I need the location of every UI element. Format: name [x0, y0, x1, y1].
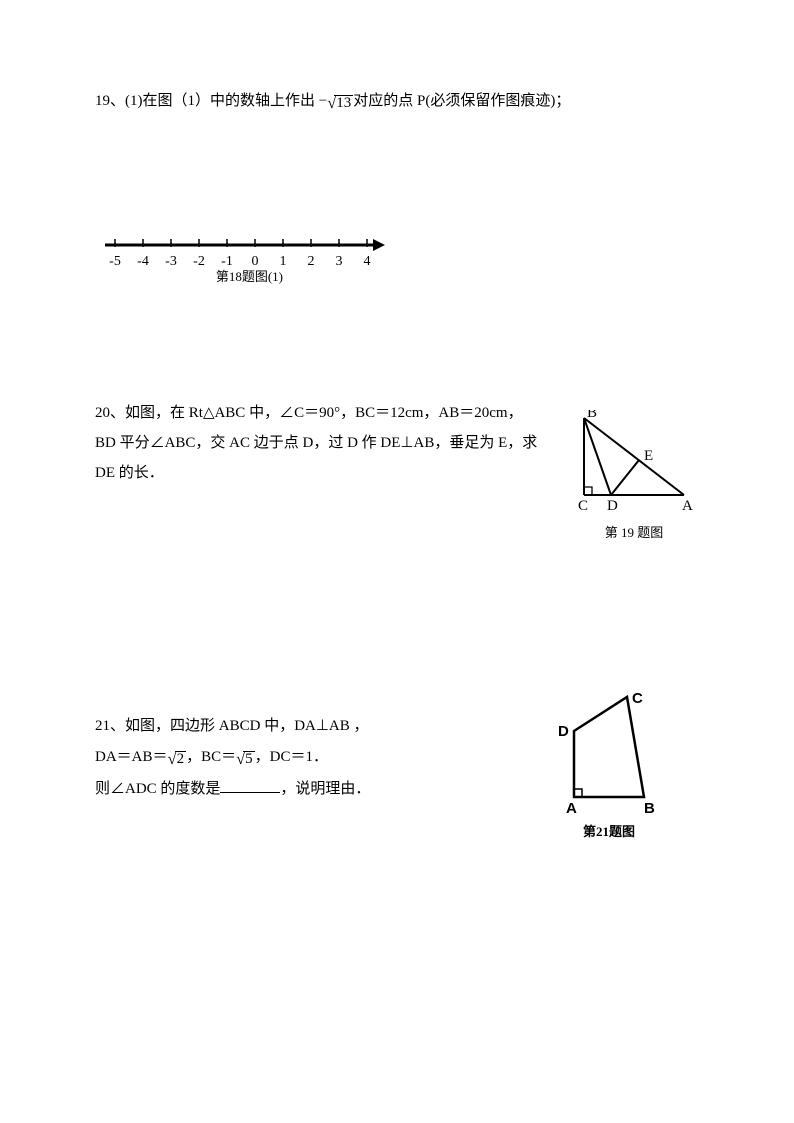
question-19: 19、(1)在图（1）中的数轴上作出 −√13对应的点 P(必须保留作图痕迹)； — [95, 85, 699, 118]
svg-text:B: B — [644, 800, 655, 817]
svg-text:-3: -3 — [165, 254, 177, 269]
svg-text:E: E — [644, 448, 653, 464]
q19-label: 19、 — [95, 93, 125, 109]
q20-line2: BD 平分∠ABC，交 AC 边于点 D，过 D 作 DE⊥AB，垂足为 E，求… — [95, 428, 559, 488]
question-21: 21、如图，四边形 ABCD 中，DA⊥AB ， DA＝AB＝√2，BC＝√5，… — [95, 711, 699, 845]
q21-line1: 如图，四边形 ABCD 中，DA⊥AB ， — [125, 718, 369, 734]
svg-text:第18题图(1): 第18题图(1) — [216, 269, 283, 284]
q20-caption: 第 19 题图 — [569, 520, 699, 546]
q20-triangle-figure: B C A D E — [569, 410, 699, 520]
sqrt-5-icon: √5 — [236, 741, 255, 774]
q21-line2b: ，BC＝ — [186, 749, 236, 765]
svg-text:C: C — [632, 690, 643, 707]
svg-text:1: 1 — [280, 254, 287, 269]
svg-text:A: A — [682, 498, 693, 514]
question-20: 20、如图，在 Rt△ABC 中，∠C＝90°，BC＝12cm，AB＝20cm，… — [95, 398, 699, 546]
q21-quadrilateral-figure: A B C D — [549, 689, 669, 819]
q20-line1: 如图，在 Rt△ABC 中，∠C＝90°，BC＝12cm，AB＝20cm， — [125, 405, 523, 421]
q21-label: 21、 — [95, 718, 125, 734]
svg-text:4: 4 — [364, 254, 371, 269]
svg-text:0: 0 — [252, 254, 259, 269]
q20-label: 20、 — [95, 405, 125, 421]
q19-text-b: 对应的点 P(必须保留作图痕迹)； — [353, 93, 570, 109]
q21-caption: 第21题图 — [549, 819, 669, 845]
svg-text:C: C — [578, 498, 588, 514]
svg-text:2: 2 — [308, 254, 315, 269]
q21-line3b: ，说明理由． — [280, 781, 370, 797]
svg-text:-5: -5 — [109, 254, 121, 269]
answer-blank[interactable] — [220, 777, 280, 793]
svg-text:D: D — [558, 723, 569, 740]
svg-text:A: A — [566, 800, 577, 817]
q19-number-line: -5 -4 -3 -2 -1 0 1 2 3 4 第18题图(1) — [95, 223, 699, 288]
svg-text:B: B — [587, 410, 597, 421]
svg-text:3: 3 — [336, 254, 343, 269]
q19-text-a: (1)在图（1）中的数轴上作出 − — [125, 93, 327, 109]
sqrt-13-icon: √13 — [327, 85, 353, 118]
q21-line3a: 则∠ADC 的度数是 — [95, 781, 220, 797]
svg-text:D: D — [607, 498, 618, 514]
q21-line2c: ，DC＝1． — [255, 749, 328, 765]
q21-line2a: DA＝AB＝ — [95, 749, 168, 765]
svg-text:-2: -2 — [193, 254, 205, 269]
sqrt-2-icon: √2 — [168, 741, 187, 774]
svg-text:-1: -1 — [221, 254, 233, 269]
svg-text:-4: -4 — [137, 254, 149, 269]
